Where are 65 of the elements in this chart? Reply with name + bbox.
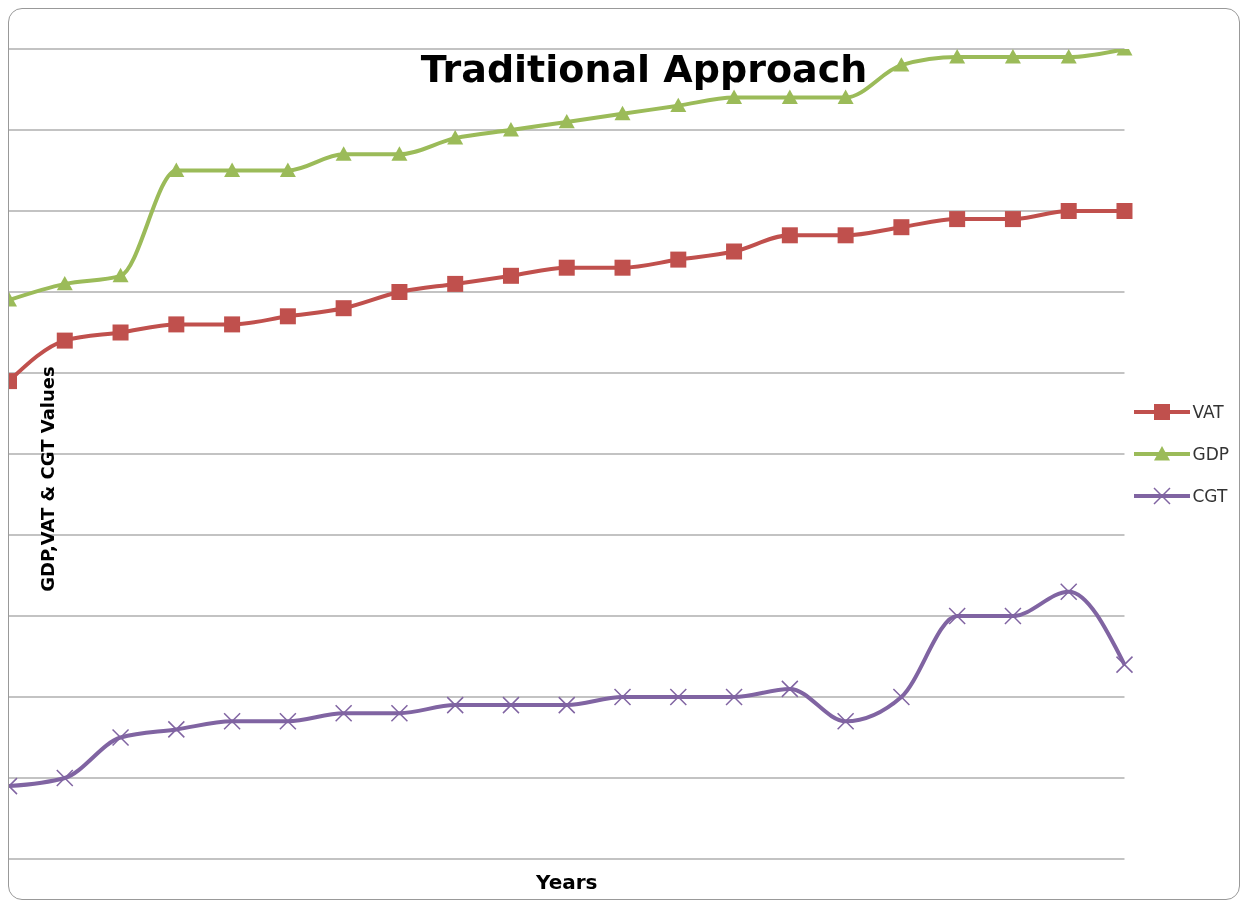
- point: [502, 696, 520, 714]
- point: [112, 324, 129, 341]
- point: [781, 227, 798, 244]
- point: [557, 696, 576, 714]
- point: [1004, 607, 1022, 625]
- point: [168, 316, 185, 333]
- point: [558, 259, 575, 276]
- point: [1060, 49, 1077, 64]
- point: [1059, 582, 1078, 601]
- point: [670, 97, 687, 113]
- point: [111, 728, 130, 747]
- point: [335, 146, 352, 161]
- point: [56, 275, 73, 291]
- legend-label: GDP: [1192, 444, 1229, 464]
- point: [836, 712, 855, 731]
- point: [948, 607, 966, 625]
- point: [279, 308, 296, 325]
- point: [279, 162, 296, 177]
- point: [837, 89, 854, 104]
- point: [613, 688, 632, 706]
- point: [893, 57, 910, 72]
- point: [837, 227, 854, 244]
- point: [224, 316, 241, 333]
- point: [56, 769, 74, 787]
- chart-title: Traditional Approach: [419, 47, 869, 91]
- point: [949, 49, 966, 64]
- point: [447, 275, 464, 292]
- point: [670, 251, 687, 268]
- point: [1004, 211, 1021, 228]
- point: [726, 89, 743, 104]
- point: [168, 162, 185, 177]
- point: [335, 300, 352, 317]
- point: [892, 688, 911, 706]
- point: [167, 720, 186, 739]
- point: [334, 704, 353, 722]
- point: [781, 89, 798, 104]
- legend-label: VAT: [1192, 402, 1224, 422]
- point: [1115, 655, 1134, 674]
- point: [614, 259, 631, 276]
- legend-label: CGT: [1192, 486, 1228, 506]
- point: [726, 243, 743, 260]
- point: [279, 712, 297, 731]
- point: [669, 688, 688, 706]
- point: [893, 219, 910, 236]
- point: [391, 146, 408, 161]
- x-axis-title: Years: [535, 870, 598, 894]
- point: [558, 113, 575, 129]
- point: [949, 211, 966, 228]
- point: [224, 162, 241, 177]
- y-axis-title: GDP,VAT & CGT Values: [36, 366, 58, 592]
- point: [447, 130, 464, 145]
- point: [1004, 49, 1021, 64]
- point: [1060, 203, 1077, 219]
- point: [223, 712, 241, 731]
- point: [446, 696, 464, 714]
- point: [502, 267, 519, 284]
- point: [781, 680, 799, 698]
- point: [614, 105, 631, 121]
- point: [725, 688, 743, 706]
- point: [391, 284, 408, 300]
- point: [502, 122, 519, 137]
- point: [56, 332, 73, 349]
- point: [112, 267, 129, 283]
- point: [1116, 203, 1133, 219]
- point: [390, 704, 409, 722]
